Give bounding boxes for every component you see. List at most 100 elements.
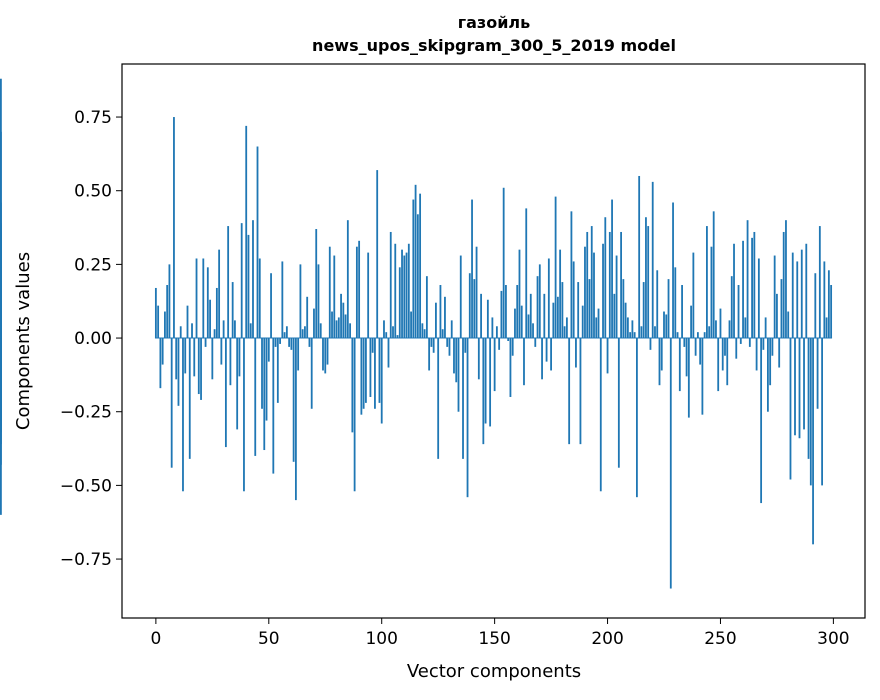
bar-130 (448, 338, 451, 356)
bar-98 (376, 170, 379, 339)
bar-281 (789, 338, 792, 480)
bar-295 (821, 338, 823, 486)
bar-81 (337, 317, 340, 339)
bar-54 (276, 338, 279, 403)
bar-53 (274, 338, 277, 347)
bar-263 (748, 338, 751, 347)
bar-214 (638, 175, 641, 339)
bar-63 (297, 338, 300, 371)
bar-292 (814, 273, 817, 339)
bar-202 (611, 199, 613, 339)
bar-11 (179, 326, 182, 339)
bar-26 (213, 329, 216, 339)
bar-39 (243, 338, 245, 492)
bar-129 (446, 338, 449, 347)
bar-79 (333, 255, 336, 339)
bar-186 (575, 338, 577, 368)
bar-256 (733, 243, 735, 339)
y-tick-label: −0.75 (60, 550, 112, 570)
bar-270 (764, 317, 767, 339)
bar-232 (678, 338, 681, 392)
bar-107 (396, 335, 399, 339)
bar-267 (757, 258, 760, 339)
bar-90 (358, 240, 361, 339)
x-tick-label: 0 (150, 629, 161, 649)
bar-165 (527, 314, 530, 339)
bar-22 (204, 338, 207, 347)
bar-233 (681, 285, 683, 339)
y-axis-label: Components values (13, 252, 34, 430)
bar-77 (328, 246, 331, 339)
bar-258 (737, 285, 740, 339)
bar-194 (593, 252, 595, 339)
bar-177 (554, 196, 557, 339)
bar-216 (642, 282, 645, 339)
y-tick-label: −0.50 (60, 476, 112, 496)
y-tick-label: 0.00 (74, 329, 112, 349)
bar-74 (322, 338, 324, 371)
bar-276 (778, 338, 781, 368)
bar-25 (211, 338, 214, 380)
bar-250 (719, 308, 722, 339)
bar-167 (532, 323, 534, 339)
bar-84 (344, 314, 347, 339)
x-tick-label: 300 (817, 629, 849, 649)
bar-221 (654, 326, 656, 339)
bar-189 (581, 305, 584, 339)
bar-184 (570, 211, 573, 339)
bar-174 (547, 258, 550, 339)
bar-45 (256, 146, 259, 339)
bar-287 (803, 338, 805, 430)
bar-83 (342, 302, 345, 339)
bar-31 (224, 338, 227, 448)
bar-192 (588, 279, 591, 339)
bar-193 (590, 226, 593, 339)
bar-283 (794, 338, 796, 436)
bar-20 (200, 338, 202, 400)
bar-290 (809, 338, 812, 486)
bar-100 (380, 338, 383, 424)
bar-180 (561, 282, 564, 339)
bar-49 (265, 338, 268, 421)
bar-176 (552, 302, 555, 339)
bar-175 (550, 338, 552, 371)
bar-17 (193, 338, 196, 377)
bar-41 (247, 234, 250, 339)
bar-52 (272, 338, 275, 474)
bar-272 (769, 338, 772, 386)
bar-251 (721, 338, 724, 371)
bar-27 (215, 287, 218, 339)
bar-155 (505, 285, 507, 339)
bar-135 (459, 255, 462, 339)
bar-57 (283, 332, 286, 339)
bar-215 (640, 326, 643, 339)
bar-121 (428, 338, 431, 371)
bar-254 (728, 320, 731, 339)
bar-145 (482, 338, 485, 445)
bar-271 (766, 338, 769, 412)
bar-80 (335, 320, 338, 339)
bar-160 (516, 285, 519, 339)
bar-103 (387, 338, 390, 368)
bar-72 (317, 264, 320, 339)
bar-293 (816, 338, 819, 409)
bar-157 (509, 338, 512, 397)
x-tick-label: 50 (258, 629, 280, 649)
bar-75 (324, 338, 327, 374)
bar-40 (245, 125, 248, 339)
bar-282 (791, 252, 794, 339)
bar-138 (466, 338, 469, 498)
bar-33 (229, 338, 232, 386)
bar-152 (498, 338, 501, 350)
bar-112 (407, 243, 410, 339)
bar-30 (222, 320, 225, 339)
bar-200 (606, 338, 609, 374)
bar-76 (326, 338, 329, 365)
bar-125 (437, 338, 440, 459)
bar-51 (270, 273, 272, 339)
bar-297 (825, 317, 828, 339)
bar-35 (234, 320, 236, 339)
bar-58 (285, 326, 288, 339)
bar-undefined (0, 267, 2, 339)
